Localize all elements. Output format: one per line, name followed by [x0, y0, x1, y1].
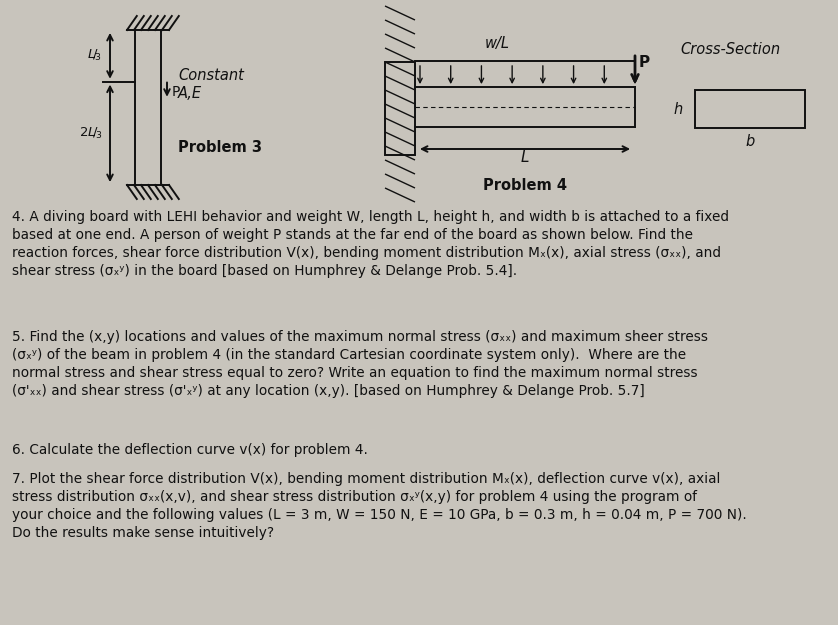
Text: b: b — [745, 134, 755, 149]
Text: P: P — [639, 55, 650, 70]
Text: A,E: A,E — [178, 86, 202, 101]
Text: Problem 4: Problem 4 — [483, 177, 567, 192]
Text: Constant: Constant — [178, 68, 244, 82]
Text: w/L: w/L — [485, 36, 510, 51]
Text: $L\!/\!_3$: $L\!/\!_3$ — [87, 48, 102, 63]
Text: L: L — [520, 150, 530, 165]
Text: 7. Plot the shear force distribution V(x), bending moment distribution Mₓ(x), de: 7. Plot the shear force distribution V(x… — [12, 472, 747, 539]
Bar — [385, 62, 415, 155]
Text: h: h — [674, 101, 683, 116]
Text: 4. A diving board with LEHI behavior and weight W, length L, height h, and width: 4. A diving board with LEHI behavior and… — [12, 210, 729, 278]
Text: Problem 3: Problem 3 — [178, 141, 262, 156]
Text: Cross-Section: Cross-Section — [680, 42, 780, 57]
Text: $2L\!/\!_3$: $2L\!/\!_3$ — [79, 126, 102, 141]
Text: 5. Find the (x,y) locations and values of the maximum normal stress (σₓₓ) and ma: 5. Find the (x,y) locations and values o… — [12, 330, 708, 398]
Bar — [695, 90, 805, 128]
Text: 6. Calculate the deflection curve v(x) for problem 4.: 6. Calculate the deflection curve v(x) f… — [12, 443, 368, 457]
Text: P: P — [172, 84, 180, 99]
